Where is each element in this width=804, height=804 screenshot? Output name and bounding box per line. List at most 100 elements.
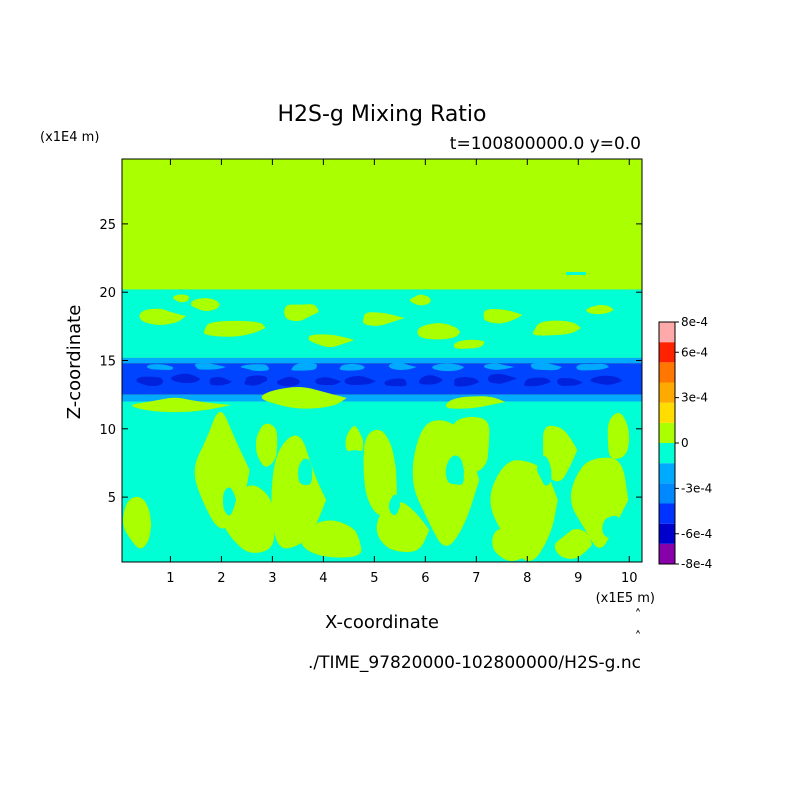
x-unit-label: (x1E5 m) bbox=[596, 591, 655, 606]
rim-patch-2 bbox=[240, 364, 269, 372]
lower-patch-14 bbox=[607, 413, 630, 459]
upper-patch-3 bbox=[284, 304, 319, 322]
rim-patch-1 bbox=[194, 363, 227, 370]
x-unit-marker-2: ˄ bbox=[635, 630, 642, 645]
colorbar-swatch-11 bbox=[659, 322, 675, 343]
lower-hole-5 bbox=[388, 494, 401, 516]
core-patch-11 bbox=[523, 377, 552, 387]
rim-patch-8 bbox=[530, 362, 562, 371]
core-patch-1 bbox=[170, 373, 201, 384]
lower-patch-5 bbox=[271, 435, 327, 549]
x-tick-label-9: 10 bbox=[621, 571, 638, 586]
x-tick-label-7: 8 bbox=[523, 571, 531, 586]
core-patch-2 bbox=[209, 376, 232, 386]
colorbar-label-2: 3e-4 bbox=[681, 391, 708, 405]
y-tick-label-0: 5 bbox=[108, 491, 116, 506]
lower-patch-6 bbox=[300, 520, 362, 558]
core-patch-4 bbox=[276, 376, 301, 387]
colorbar-label-4: -3e-4 bbox=[681, 481, 712, 495]
rim-patch-5 bbox=[388, 362, 417, 371]
colorbar-swatch-9 bbox=[659, 362, 675, 383]
y-tick-label-3: 20 bbox=[99, 286, 116, 301]
upper-patch-9 bbox=[532, 320, 581, 336]
rim-patch-3 bbox=[291, 362, 318, 371]
upper-patch-0 bbox=[139, 308, 186, 325]
colorbar-swatch-5 bbox=[659, 443, 675, 464]
colorbar: 8e-4 6e-4 3e-4 0 -3e-4 -6e-4 -8e-4 bbox=[658, 315, 712, 571]
rim-patch-0 bbox=[146, 364, 174, 370]
x-tick-label-4: 5 bbox=[370, 571, 378, 586]
lower-patch-8 bbox=[376, 502, 430, 552]
upper-patch-10 bbox=[586, 304, 614, 315]
x-axis: 1 2 3 4 5 6 7 8 9 10 bbox=[166, 159, 638, 586]
lower-hole-3 bbox=[537, 456, 552, 486]
x-tick-label-5: 6 bbox=[421, 571, 429, 586]
core-patch-3 bbox=[244, 375, 268, 386]
y-tick-label-2: 15 bbox=[99, 355, 116, 370]
contour-field bbox=[122, 159, 642, 562]
core-patch-9 bbox=[454, 377, 480, 387]
colorbar-label-1: 6e-4 bbox=[681, 345, 708, 359]
colorbar-swatch-6 bbox=[659, 422, 675, 443]
y-tick-label-4: 25 bbox=[99, 218, 116, 233]
lower-hole-0 bbox=[222, 487, 237, 516]
rim-patch-7 bbox=[484, 363, 515, 370]
x-axis-title: X-coordinate bbox=[325, 612, 439, 633]
lower-patch-17 bbox=[492, 526, 536, 561]
colorbar-label-6: -8e-4 bbox=[681, 557, 712, 571]
colorbar-label-3: 0 bbox=[681, 436, 689, 450]
x-tick-label-3: 4 bbox=[319, 571, 327, 586]
contour-band-4 bbox=[122, 394, 642, 402]
lower-patch-2 bbox=[445, 396, 506, 409]
top-sliver bbox=[566, 272, 586, 275]
colorbar-label-5: -6e-4 bbox=[681, 527, 712, 541]
upper-patch-7 bbox=[417, 323, 461, 340]
chart-subtitle: t=100800000.0 y=0.0 bbox=[450, 134, 641, 154]
x-tick-label-1: 2 bbox=[217, 571, 225, 586]
lower-patch-15 bbox=[123, 496, 152, 549]
lower-patch-12 bbox=[543, 425, 578, 482]
source-file-path: ./TIME_97820000-102800000/H2S-g.nc bbox=[308, 653, 641, 673]
colorbar-swatch-4 bbox=[659, 463, 675, 484]
core-patch-10 bbox=[488, 373, 518, 384]
rim-patch-6 bbox=[432, 363, 465, 372]
colorbar-swatch-7 bbox=[659, 402, 675, 423]
upper-patch-2 bbox=[203, 320, 266, 337]
core-patch-13 bbox=[590, 375, 623, 385]
upper-patch-8 bbox=[483, 309, 523, 324]
patch-layer bbox=[123, 272, 630, 561]
lower-hole-1 bbox=[298, 458, 313, 486]
colorbar-swatch-1 bbox=[659, 523, 675, 544]
x-tick-label-8: 9 bbox=[574, 571, 582, 586]
core-patch-0 bbox=[136, 376, 164, 387]
lower-patch-7 bbox=[363, 429, 397, 516]
colorbar-swatch-0 bbox=[659, 543, 675, 564]
y-tick-label-1: 10 bbox=[99, 423, 116, 438]
x-unit-marker: ˄ bbox=[635, 608, 642, 623]
x-tick-label-0: 1 bbox=[166, 571, 174, 586]
core-patch-5 bbox=[315, 377, 342, 386]
y-axis: 5 10 15 20 25 bbox=[99, 218, 642, 506]
core-patch-6 bbox=[344, 375, 376, 386]
x-tick-label-2: 3 bbox=[268, 571, 276, 586]
x-tick-label-6: 7 bbox=[472, 571, 480, 586]
rim-patch-9 bbox=[576, 363, 610, 371]
y-unit-label: (x1E4 m) bbox=[40, 130, 99, 145]
upper-patch-6 bbox=[409, 294, 431, 306]
upper-patch-4 bbox=[308, 334, 355, 348]
lower-patch-1 bbox=[261, 387, 347, 409]
core-patch-7 bbox=[384, 378, 407, 387]
lower-patch-16 bbox=[255, 423, 278, 467]
colorbar-swatch-10 bbox=[659, 342, 675, 363]
lower-patch-0 bbox=[132, 397, 231, 413]
lower-patch-4 bbox=[223, 485, 275, 553]
contour-band-0 bbox=[122, 159, 642, 290]
lower-hole-4 bbox=[602, 515, 621, 538]
colorbar-swatch-8 bbox=[659, 382, 675, 403]
y-axis-title: Z-coordinate bbox=[64, 305, 85, 420]
colorbar-swatch-2 bbox=[659, 503, 675, 524]
core-patch-8 bbox=[418, 375, 443, 385]
lower-patch-18 bbox=[554, 528, 592, 559]
lower-hole-2 bbox=[445, 455, 464, 485]
